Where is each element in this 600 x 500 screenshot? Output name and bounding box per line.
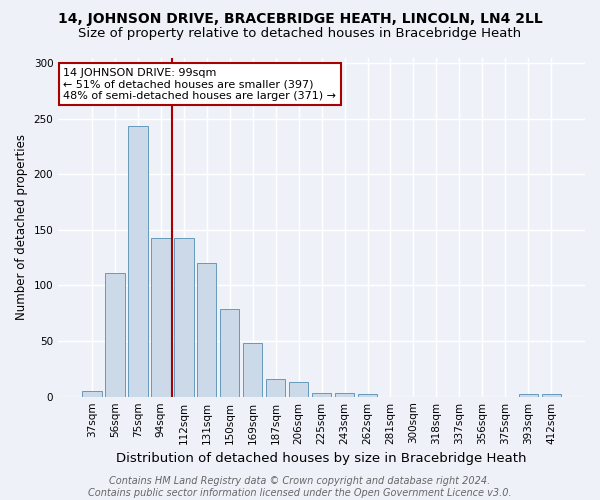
- Text: 14, JOHNSON DRIVE, BRACEBRIDGE HEATH, LINCOLN, LN4 2LL: 14, JOHNSON DRIVE, BRACEBRIDGE HEATH, LI…: [58, 12, 542, 26]
- Y-axis label: Number of detached properties: Number of detached properties: [15, 134, 28, 320]
- Bar: [542, 394, 561, 396]
- Bar: [243, 344, 262, 396]
- Bar: [151, 238, 170, 396]
- Bar: [358, 394, 377, 396]
- Bar: [197, 263, 217, 396]
- Bar: [518, 394, 538, 396]
- Bar: [266, 379, 286, 396]
- Bar: [312, 394, 331, 396]
- Bar: [289, 382, 308, 396]
- Text: 14 JOHNSON DRIVE: 99sqm
← 51% of detached houses are smaller (397)
48% of semi-d: 14 JOHNSON DRIVE: 99sqm ← 51% of detache…: [64, 68, 337, 101]
- Bar: [128, 126, 148, 396]
- Bar: [105, 273, 125, 396]
- Bar: [335, 394, 355, 396]
- Bar: [82, 391, 101, 396]
- X-axis label: Distribution of detached houses by size in Bracebridge Heath: Distribution of detached houses by size …: [116, 452, 527, 465]
- Bar: [220, 309, 239, 396]
- Text: Size of property relative to detached houses in Bracebridge Heath: Size of property relative to detached ho…: [79, 28, 521, 40]
- Text: Contains HM Land Registry data © Crown copyright and database right 2024.
Contai: Contains HM Land Registry data © Crown c…: [88, 476, 512, 498]
- Bar: [174, 238, 194, 396]
